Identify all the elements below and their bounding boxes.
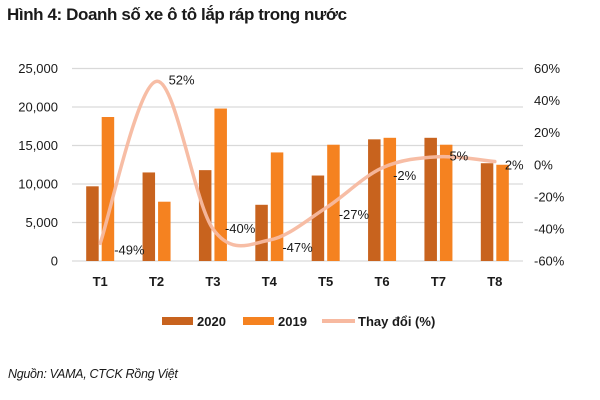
left-axis-tick-label: 20,000 xyxy=(18,100,58,115)
bar-2019-T7 xyxy=(439,144,453,261)
x-tick-label: T2 xyxy=(149,274,164,289)
legend-swatch-2019 xyxy=(243,317,274,325)
x-axis-categories: T1 T2 T3 T4 T5 T6 T7 T8 xyxy=(93,274,503,289)
x-tick-label: T1 xyxy=(93,274,108,289)
x-tick-label: T6 xyxy=(374,274,389,289)
left-axis-tick-label: 0 xyxy=(51,254,58,269)
figure-title: Hình 4: Doanh số xe ô tô lắp ráp trong n… xyxy=(7,5,347,24)
right-axis-tick-label: 40% xyxy=(534,93,560,108)
x-tick-label: T8 xyxy=(487,274,502,289)
gridlines xyxy=(72,67,523,262)
change-label: -27% xyxy=(339,207,370,222)
change-labels: -49% 52% -40% -47% -27% -2% 5% 2% xyxy=(114,72,524,257)
left-axis-ticks: 0 5,000 10,000 15,000 20,000 25,000 xyxy=(18,61,58,269)
bar-2020-T8 xyxy=(480,163,494,261)
change-label: -40% xyxy=(225,221,256,236)
bar-2019-T6 xyxy=(383,137,397,261)
bar-2019-T4 xyxy=(270,152,284,261)
bar-2019-T1 xyxy=(101,117,115,261)
bar-2019-T8 xyxy=(496,164,509,261)
right-axis-tick-label: 60% xyxy=(534,61,560,76)
left-axis-tick-label: 25,000 xyxy=(18,61,58,76)
legend-label-change: Thay đổi (%) xyxy=(358,314,435,329)
change-label: 5% xyxy=(449,149,468,164)
x-tick-label: T3 xyxy=(205,274,220,289)
bar-2019-T2 xyxy=(158,201,171,261)
bars xyxy=(86,108,509,261)
bar-2020-T5 xyxy=(311,175,325,261)
figure-source: Nguồn: VAMA, CTCK Rồng Việt xyxy=(8,367,178,381)
left-axis-tick-label: 15,000 xyxy=(18,138,58,153)
right-axis-tick-label: -60% xyxy=(534,254,565,269)
right-axis-tick-label: 20% xyxy=(534,125,560,140)
bar-2020-T4 xyxy=(255,204,268,261)
x-tick-label: T4 xyxy=(262,274,278,289)
change-label: 2% xyxy=(505,158,524,173)
legend: 2020 2019 Thay đổi (%) xyxy=(162,314,435,329)
left-axis-tick-label: 10,000 xyxy=(18,177,58,192)
legend-swatch-2020 xyxy=(162,317,193,325)
right-axis-tick-label: 0% xyxy=(534,157,553,172)
change-line xyxy=(98,79,497,248)
x-tick-label: T5 xyxy=(318,274,333,289)
bar-2020-T1 xyxy=(86,186,99,261)
bar-2020-T2 xyxy=(142,172,156,261)
change-label: -49% xyxy=(114,242,145,257)
change-label: 52% xyxy=(169,72,195,87)
right-axis-tick-label: -20% xyxy=(534,189,565,204)
legend-label-2019: 2019 xyxy=(278,314,307,329)
right-axis-tick-label: -40% xyxy=(534,221,565,236)
bar-2020-T7 xyxy=(424,137,437,261)
bar-2019-T3 xyxy=(214,108,227,261)
bar-2020-T6 xyxy=(368,139,381,261)
x-tick-label: T7 xyxy=(431,274,446,289)
legend-label-2020: 2020 xyxy=(197,314,226,329)
left-axis-tick-label: 5,000 xyxy=(25,215,58,230)
right-axis-ticks: -60% -40% -20% 0% 20% 40% 60% xyxy=(534,61,565,269)
change-label: -47% xyxy=(282,240,313,255)
change-label: -2% xyxy=(393,168,417,183)
